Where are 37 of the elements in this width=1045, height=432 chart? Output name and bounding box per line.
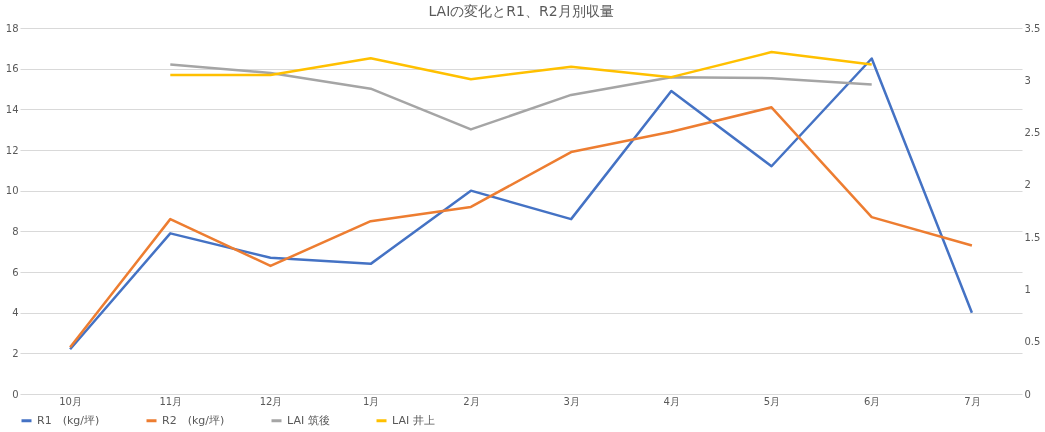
- y2-tick-label: 2.5: [1024, 127, 1041, 139]
- x-tick-label: 1月: [363, 395, 380, 407]
- x-tick-label: 2月: [463, 395, 480, 407]
- y-tick-label: 14: [5, 103, 19, 115]
- y2-tick-label: 0.5: [1024, 336, 1041, 348]
- y-tick-label: 2: [12, 347, 19, 359]
- y2-tick-label: 2: [1024, 179, 1031, 191]
- x-tick-label: 10月: [59, 395, 82, 407]
- x-tick-label: 11月: [159, 395, 183, 407]
- x-tick-label: 5月: [763, 395, 781, 407]
- y-tick-label: 0: [12, 388, 19, 400]
- x-tick-label: 4月: [663, 395, 680, 407]
- legend-label: R2 (kg/坪): [162, 413, 225, 427]
- legend-label: LAI 筑後: [287, 413, 330, 427]
- y-tick-label: 4: [12, 307, 19, 319]
- y2-tick-label: 3: [1024, 74, 1031, 86]
- line-series: [169, 63, 873, 131]
- x-tick-label: 3月: [563, 395, 580, 407]
- y-tick-label: 10: [5, 185, 19, 197]
- line-series: [68, 106, 974, 349]
- x-tick-label: 12月: [259, 395, 283, 407]
- y2-tick-label: 3.5: [1024, 22, 1041, 34]
- line-series: [169, 50, 873, 81]
- y2-tick-label: 0: [1024, 388, 1031, 400]
- y-tick-label: 6: [12, 266, 19, 278]
- y-tick-label: 16: [5, 63, 19, 75]
- chart-title: LAIの変化とR1、R2月別収量: [428, 3, 614, 19]
- y2-tick-label: 1.5: [1024, 231, 1041, 243]
- line-series: [68, 57, 974, 351]
- legend-label: LAI 井上: [392, 413, 435, 427]
- y-tick-label: 12: [5, 144, 19, 156]
- x-tick-label: 7月: [964, 395, 981, 407]
- y-tick-label: 8: [12, 225, 19, 237]
- y-tick-label: 18: [5, 22, 19, 34]
- legend-label: R1 (kg/坪): [37, 413, 100, 427]
- x-tick-label: 6月: [864, 395, 881, 407]
- y2-tick-label: 1: [1024, 283, 1031, 295]
